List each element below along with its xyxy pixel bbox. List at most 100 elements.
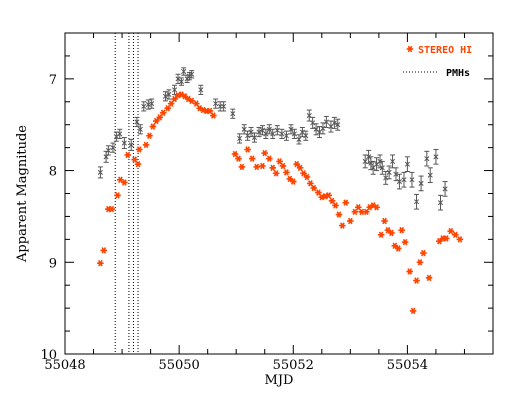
asterisk-core [408,47,412,51]
asterisk-core [340,223,345,228]
errorbar-point [263,128,269,139]
errorbar-point [306,109,312,122]
asterisk-core [374,205,379,210]
stereo-data-point [97,259,104,267]
asterisk-core [379,232,383,237]
x-tick-label: 55054 [387,358,428,373]
stereo-data-point [135,146,143,153]
asterisk-core [453,232,458,237]
asterisk-core [211,113,216,118]
asterisk-core [157,115,162,120]
asterisk-core [197,106,202,111]
asterisk-core [396,246,401,251]
data-point-mark [121,140,127,146]
legend-asterisk [406,45,414,53]
data-point-mark [266,126,272,132]
x-tick-label: 55048 [44,358,85,373]
asterisk-core [132,157,137,162]
asterisk-core [291,179,296,184]
stereo-data-point [283,169,290,176]
asterisk-core [444,236,449,241]
stereo-data-point [328,197,336,205]
data-point-mark [409,177,415,183]
stereo-data-point [293,160,300,168]
stereo-data-point [108,205,116,213]
stereo-data-point [394,245,402,252]
stereo-data-point [105,205,112,213]
stereo-data-point [325,192,332,199]
errorbar-point [213,98,219,109]
asterisk-core [330,199,334,203]
data-point-mark [433,154,439,160]
asterisk-core [260,164,265,168]
data-point-mark [110,145,116,151]
asterisk-core [399,228,404,233]
asterisk-core [418,260,422,265]
asterisk-core [281,164,285,168]
data-point-mark [379,165,385,171]
data-point-mark [288,126,294,132]
data-point-mark [299,129,305,135]
stereo-data-point [409,307,417,315]
stereo-data-point [332,202,339,209]
errorbar-point [303,130,309,141]
stereo-data-point [196,104,203,112]
asterisk-core [115,193,120,198]
stereo-data-point [315,189,322,196]
stereo-data-point [192,100,200,107]
stereo-data-point [206,107,214,115]
errorbar-point [296,134,302,145]
stereo-data-point [121,179,128,186]
data-point-mark [437,200,444,206]
data-point-mark [401,177,407,183]
stereo-data-point [164,104,172,112]
errorbar-point [248,126,254,138]
legend-label-pmh: PMHs [446,68,470,79]
errorbar-point [270,128,276,139]
asterisk-core [305,175,309,179]
stereo-data-point [388,229,395,237]
stereo-data-point [335,211,343,218]
stereo-data-point [339,222,346,229]
asterisk-core [308,181,313,186]
stereo-data-point [310,184,318,192]
stereo-data-point [146,132,153,139]
asterisk-core [359,210,364,214]
data-point-mark [175,76,181,82]
errorbar-point [189,70,195,79]
asterisk-core [353,210,357,214]
stereo-data-point [425,274,433,282]
errorbar-point [442,181,448,197]
stereo-data-point [238,163,246,171]
stereo-data-point [235,155,242,162]
data-point-mark [396,179,402,185]
asterisk-core [437,239,442,244]
data-point-mark [393,171,399,177]
errorbar-point [279,128,285,139]
stereo-data-point [377,231,385,239]
stereo-data-point [416,259,424,266]
data-point-mark [97,169,103,175]
stereo-data-point [279,162,287,170]
errorbar-point [137,124,143,135]
asterisk-core [179,92,184,97]
ground-series [97,67,448,211]
data-point-mark [213,101,219,107]
errorbar-point [401,171,407,188]
y-axis-label: Apparent Magnitude [15,125,30,263]
y-tick-label: 7 [49,73,57,88]
stereo-data-point [276,158,283,165]
errorbar-point [427,167,433,183]
errorbar-point [134,116,140,128]
asterisk-core [298,166,302,170]
errorbar-point [245,130,251,141]
errorbar-point [437,194,444,211]
stereo-data-point [124,151,132,159]
data-point-mark [362,158,368,164]
legend-marker-stereo [406,45,414,53]
stereo-data-point [261,149,269,157]
stereo-data-point [188,97,195,105]
stereo-data-point [303,173,311,181]
errorbar-point [288,124,294,135]
asterisk-core [183,94,187,99]
